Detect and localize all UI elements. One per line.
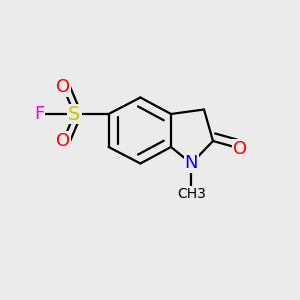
Text: O: O: [56, 132, 70, 150]
Text: N: N: [185, 154, 198, 172]
Text: O: O: [233, 140, 247, 158]
Text: O: O: [56, 78, 70, 96]
Text: S: S: [68, 104, 81, 124]
Text: CH3: CH3: [177, 187, 206, 200]
Text: F: F: [34, 105, 44, 123]
